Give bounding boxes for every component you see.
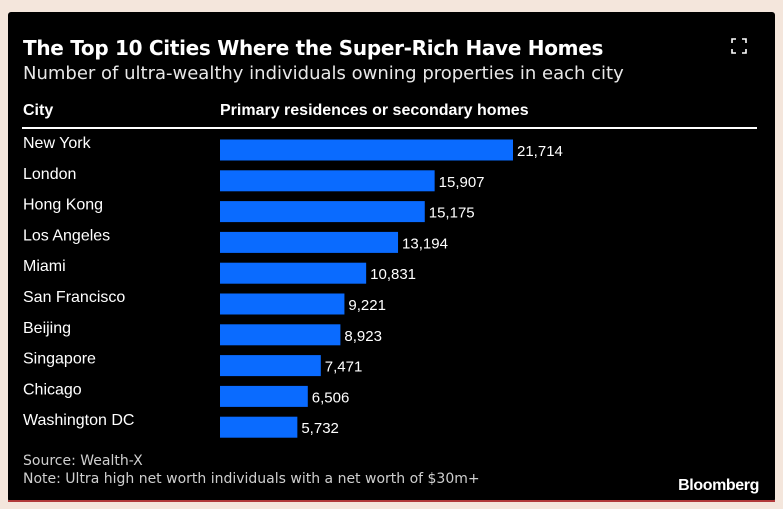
value-label: 8,923 bbox=[344, 328, 382, 345]
value-label: 5,732 bbox=[301, 420, 339, 437]
category-label: Singapore bbox=[23, 351, 96, 368]
bar bbox=[220, 170, 435, 192]
category-label: New York bbox=[23, 135, 92, 152]
chart-title: The Top 10 Cities Where the Super-Rich H… bbox=[23, 36, 604, 60]
header-divider bbox=[22, 127, 757, 129]
expand-icon[interactable] bbox=[730, 37, 748, 55]
category-label: London bbox=[23, 166, 76, 183]
note-text: Note: Ultra high net worth individuals w… bbox=[23, 471, 480, 487]
category-label: Beijing bbox=[23, 320, 71, 337]
value-label: 15,907 bbox=[439, 174, 485, 191]
value-label: 13,194 bbox=[402, 235, 448, 252]
category-label: Los Angeles bbox=[23, 227, 110, 244]
category-label: Chicago bbox=[23, 381, 82, 398]
bar bbox=[220, 262, 367, 284]
bar bbox=[220, 293, 345, 315]
column-header-value: Primary residences or secondary homes bbox=[220, 102, 529, 119]
value-label: 15,175 bbox=[429, 205, 475, 222]
bar bbox=[220, 385, 308, 407]
value-label: 7,471 bbox=[325, 359, 363, 376]
value-label: 9,221 bbox=[348, 297, 386, 314]
column-header-city: City bbox=[23, 102, 54, 119]
value-label: 6,506 bbox=[312, 389, 350, 406]
bar bbox=[220, 355, 321, 377]
category-label: Miami bbox=[23, 258, 66, 275]
bar-chart: New York 21,714 London 15,907 Hong Kong 15,17… bbox=[23, 135, 563, 438]
bar bbox=[220, 324, 341, 346]
bar bbox=[220, 201, 425, 223]
value-label: 10,831 bbox=[370, 266, 416, 283]
bar bbox=[220, 231, 399, 253]
category-label: Hong Kong bbox=[23, 197, 103, 214]
bar bbox=[220, 416, 298, 438]
category-label: San Francisco bbox=[23, 289, 125, 306]
bar bbox=[220, 139, 513, 161]
value-label: 21,714 bbox=[517, 143, 563, 160]
chart-subtitle: Number of ultra-wealthy individuals owni… bbox=[23, 63, 624, 84]
category-label: Washington DC bbox=[23, 412, 134, 429]
chart-card: The Top 10 Cities Where the Super-Rich H… bbox=[8, 12, 775, 502]
bloomberg-logo: Bloomberg bbox=[678, 477, 759, 494]
source-text: Source: Wealth-X bbox=[23, 453, 143, 469]
bottom-accent-line bbox=[8, 500, 775, 502]
